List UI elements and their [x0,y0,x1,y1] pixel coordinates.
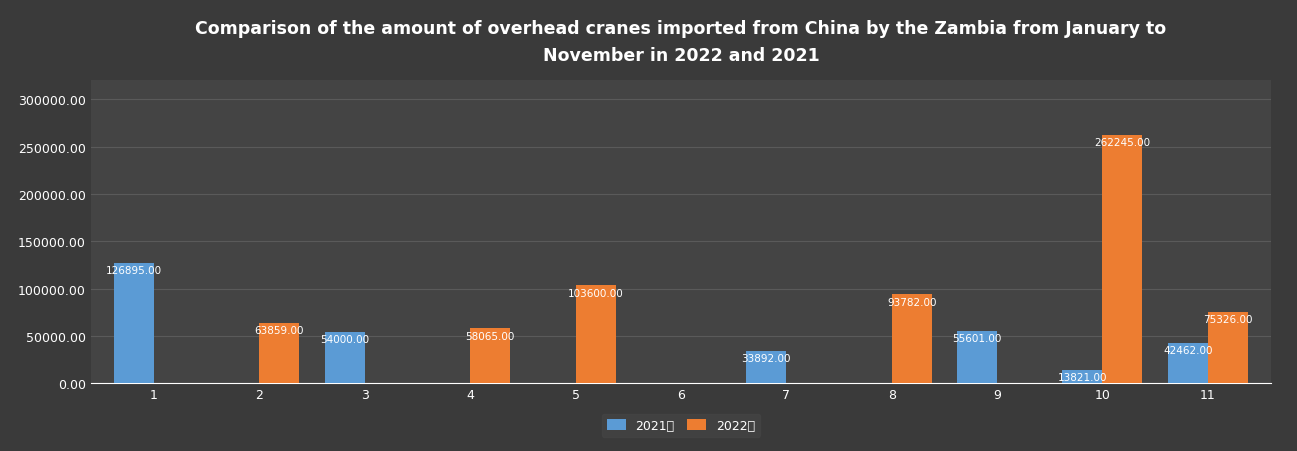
Text: 93782.00: 93782.00 [887,297,936,307]
Bar [1208,312,1248,383]
Bar [576,285,616,383]
Text: 75326.00: 75326.00 [1204,315,1253,325]
Bar [1167,343,1208,383]
Text: 63859.00: 63859.00 [254,326,305,336]
Bar [259,323,300,383]
Bar [1102,136,1143,383]
Text: 42462.00: 42462.00 [1163,345,1213,355]
Text: 58065.00: 58065.00 [466,331,515,341]
Text: 103600.00: 103600.00 [568,288,624,298]
Bar [957,331,997,383]
Bar [892,295,931,383]
Bar [470,328,510,383]
Bar [746,351,786,383]
Text: 33892.00: 33892.00 [742,354,791,364]
Title: Comparison of the amount of overhead cranes imported from China by the Zambia fr: Comparison of the amount of overhead cra… [196,20,1166,64]
Bar [114,263,154,383]
Bar [1062,370,1102,383]
Text: 54000.00: 54000.00 [320,335,370,345]
Text: 13821.00: 13821.00 [1057,373,1108,382]
Legend: 2021年, 2022年: 2021年, 2022年 [602,414,760,437]
Text: 262245.00: 262245.00 [1095,138,1150,148]
Text: 126895.00: 126895.00 [106,266,162,276]
Text: 55601.00: 55601.00 [952,333,1001,343]
Bar [324,332,364,383]
